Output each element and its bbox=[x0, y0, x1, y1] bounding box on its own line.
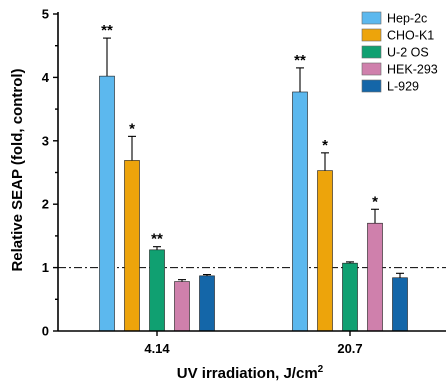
bar bbox=[392, 277, 408, 332]
x-axis-title: UV irradiation, J/cm2 bbox=[177, 364, 324, 382]
legend: Hep-2c CHO-K1 U-2 OS HEK-293 L-929 bbox=[361, 11, 438, 94]
y-tick-label: 2 bbox=[42, 197, 49, 212]
x-axis-title-main: UV irradiation, J/cm bbox=[177, 365, 318, 382]
legend-swatch bbox=[361, 62, 382, 76]
x-tick-label: 4.14 bbox=[144, 341, 170, 356]
y-tick-label: 4 bbox=[42, 70, 50, 85]
x-axis: 4.14 20.7 bbox=[58, 330, 446, 356]
legend-label: U-2 OS bbox=[387, 46, 429, 60]
significance-marker: * bbox=[129, 120, 135, 137]
bar bbox=[317, 170, 333, 332]
bar bbox=[292, 91, 308, 332]
y-axis-title: Relative SEAP (fold, control) bbox=[9, 68, 26, 271]
y-tick-label: 0 bbox=[42, 324, 49, 339]
significance-marker: ** bbox=[101, 22, 113, 39]
legend-label: CHO-K1 bbox=[387, 29, 434, 43]
significance-marker: ** bbox=[151, 231, 163, 248]
x-axis-title-superscript: 2 bbox=[318, 364, 324, 375]
legend-label: Hep-2c bbox=[387, 12, 427, 26]
bar bbox=[367, 222, 383, 332]
bar bbox=[199, 275, 215, 332]
legend-swatch bbox=[361, 11, 382, 25]
bar bbox=[149, 249, 165, 332]
y-axis: 0 1 2 3 4 5 bbox=[42, 7, 59, 339]
legend-swatch bbox=[361, 79, 382, 93]
significance-marker: * bbox=[372, 193, 378, 210]
significance-marker: ** bbox=[294, 52, 306, 69]
legend-label: HEK-293 bbox=[387, 63, 438, 77]
x-tick-label: 20.7 bbox=[337, 341, 362, 356]
legend-label: L-929 bbox=[387, 80, 419, 94]
bar bbox=[174, 281, 190, 332]
bar bbox=[342, 262, 358, 332]
legend-swatch bbox=[361, 28, 382, 42]
y-tick-label: 1 bbox=[42, 260, 49, 275]
y-tick-label: 3 bbox=[42, 133, 49, 148]
plot-area: ********* bbox=[58, 22, 446, 332]
significance-marker: * bbox=[322, 137, 328, 154]
bar bbox=[99, 75, 115, 332]
y-tick-label: 5 bbox=[42, 7, 49, 22]
legend-swatch bbox=[361, 45, 382, 59]
bar bbox=[124, 160, 140, 332]
